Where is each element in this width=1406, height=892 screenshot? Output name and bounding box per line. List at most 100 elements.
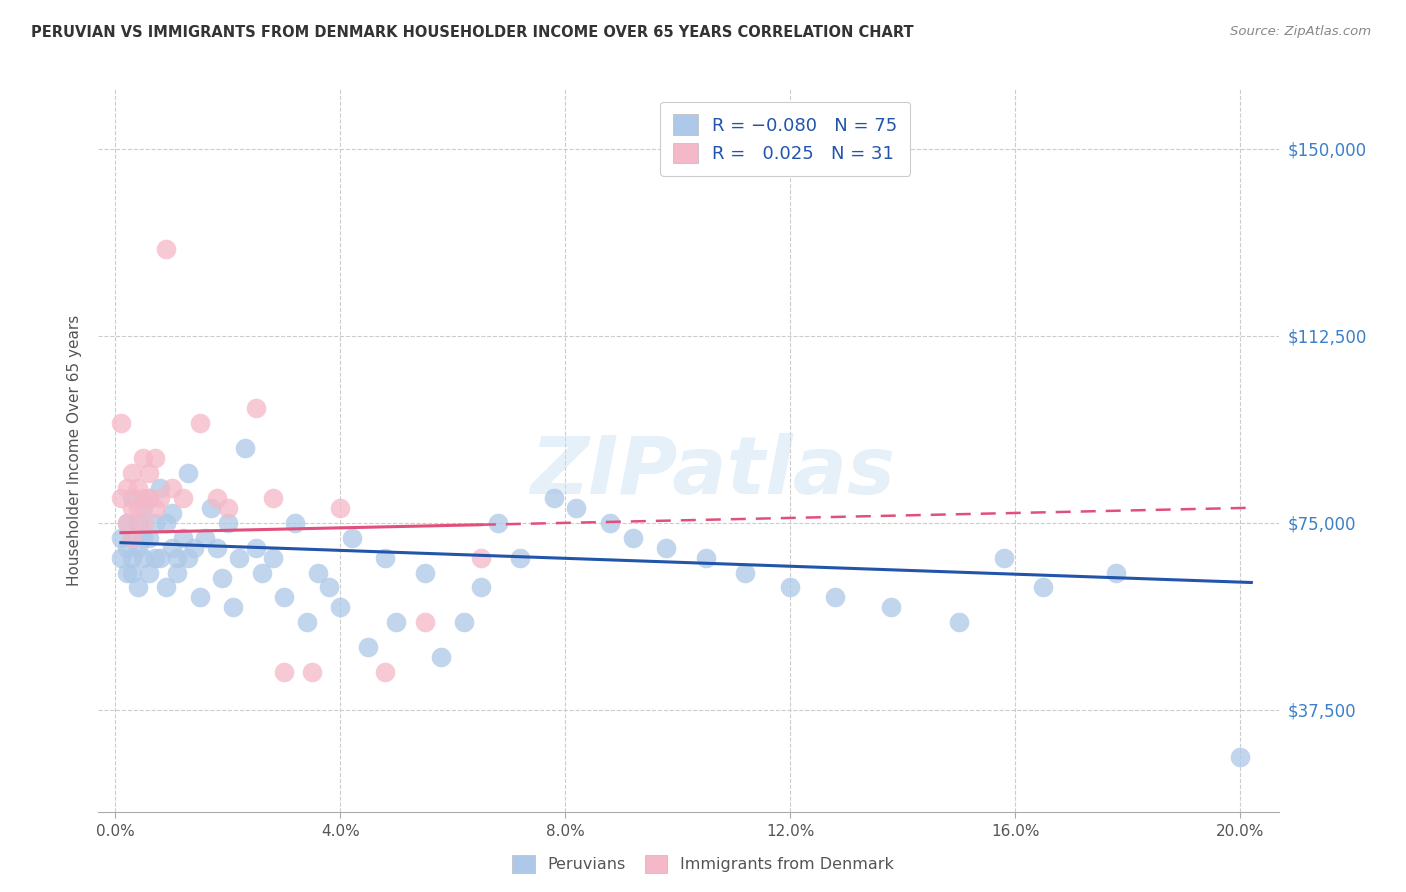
Point bbox=[245, 401, 267, 416]
Point bbox=[121, 491, 143, 505]
Point bbox=[599, 516, 621, 530]
Point bbox=[284, 516, 307, 530]
Point bbox=[115, 541, 138, 555]
Point bbox=[127, 500, 149, 515]
Point bbox=[143, 450, 166, 465]
Text: PERUVIAN VS IMMIGRANTS FROM DENMARK HOUSEHOLDER INCOME OVER 65 YEARS CORRELATION: PERUVIAN VS IMMIGRANTS FROM DENMARK HOUS… bbox=[31, 25, 914, 40]
Point bbox=[1032, 581, 1054, 595]
Point bbox=[110, 416, 132, 430]
Point bbox=[413, 566, 436, 580]
Point bbox=[222, 600, 245, 615]
Point bbox=[155, 516, 177, 530]
Point bbox=[110, 550, 132, 565]
Point bbox=[621, 531, 644, 545]
Point bbox=[565, 500, 588, 515]
Point bbox=[121, 500, 143, 515]
Point bbox=[138, 466, 160, 480]
Point bbox=[385, 615, 408, 630]
Point bbox=[374, 550, 396, 565]
Point bbox=[166, 566, 188, 580]
Point bbox=[110, 531, 132, 545]
Text: ZIPatlas: ZIPatlas bbox=[530, 434, 896, 511]
Point bbox=[486, 516, 509, 530]
Point bbox=[340, 531, 363, 545]
Point bbox=[329, 600, 352, 615]
Point bbox=[779, 581, 801, 595]
Point bbox=[155, 242, 177, 256]
Point bbox=[211, 570, 233, 584]
Point bbox=[115, 516, 138, 530]
Point bbox=[115, 481, 138, 495]
Point bbox=[127, 541, 149, 555]
Point bbox=[177, 466, 200, 480]
Point bbox=[228, 550, 250, 565]
Point bbox=[132, 491, 155, 505]
Point bbox=[470, 581, 492, 595]
Point bbox=[127, 581, 149, 595]
Legend: Peruvians, Immigrants from Denmark: Peruvians, Immigrants from Denmark bbox=[506, 848, 900, 880]
Point bbox=[149, 481, 172, 495]
Point bbox=[132, 450, 155, 465]
Point bbox=[453, 615, 475, 630]
Point bbox=[880, 600, 903, 615]
Point bbox=[132, 531, 155, 545]
Legend: R = −0.080   N = 75, R =   0.025   N = 31: R = −0.080 N = 75, R = 0.025 N = 31 bbox=[659, 102, 910, 176]
Point bbox=[543, 491, 565, 505]
Point bbox=[413, 615, 436, 630]
Point bbox=[655, 541, 678, 555]
Point bbox=[262, 550, 284, 565]
Point bbox=[115, 516, 138, 530]
Point bbox=[217, 516, 239, 530]
Point bbox=[295, 615, 318, 630]
Point bbox=[509, 550, 531, 565]
Point bbox=[132, 500, 155, 515]
Point bbox=[143, 550, 166, 565]
Text: Source: ZipAtlas.com: Source: ZipAtlas.com bbox=[1230, 25, 1371, 38]
Point bbox=[177, 550, 200, 565]
Point bbox=[121, 566, 143, 580]
Point bbox=[160, 541, 183, 555]
Point bbox=[121, 531, 143, 545]
Point bbox=[188, 416, 211, 430]
Point bbox=[262, 491, 284, 505]
Point bbox=[115, 566, 138, 580]
Point bbox=[318, 581, 340, 595]
Point bbox=[250, 566, 273, 580]
Point bbox=[132, 550, 155, 565]
Point bbox=[155, 581, 177, 595]
Point bbox=[205, 491, 228, 505]
Point bbox=[948, 615, 970, 630]
Point bbox=[121, 531, 143, 545]
Point bbox=[166, 550, 188, 565]
Point bbox=[143, 500, 166, 515]
Point bbox=[188, 591, 211, 605]
Point bbox=[183, 541, 205, 555]
Point bbox=[217, 500, 239, 515]
Point bbox=[138, 531, 160, 545]
Point bbox=[200, 500, 222, 515]
Point bbox=[245, 541, 267, 555]
Point bbox=[1105, 566, 1128, 580]
Point bbox=[149, 491, 172, 505]
Point bbox=[233, 441, 256, 455]
Point bbox=[1229, 750, 1251, 764]
Point bbox=[138, 491, 160, 505]
Point bbox=[127, 516, 149, 530]
Point bbox=[132, 516, 155, 530]
Point bbox=[470, 550, 492, 565]
Point bbox=[172, 531, 194, 545]
Point bbox=[430, 650, 453, 665]
Point bbox=[110, 491, 132, 505]
Point bbox=[160, 506, 183, 520]
Point bbox=[734, 566, 756, 580]
Point bbox=[273, 665, 295, 680]
Point bbox=[138, 491, 160, 505]
Point bbox=[127, 481, 149, 495]
Point bbox=[301, 665, 323, 680]
Point bbox=[205, 541, 228, 555]
Point bbox=[273, 591, 295, 605]
Point bbox=[138, 566, 160, 580]
Point bbox=[357, 640, 380, 655]
Point bbox=[374, 665, 396, 680]
Point bbox=[121, 466, 143, 480]
